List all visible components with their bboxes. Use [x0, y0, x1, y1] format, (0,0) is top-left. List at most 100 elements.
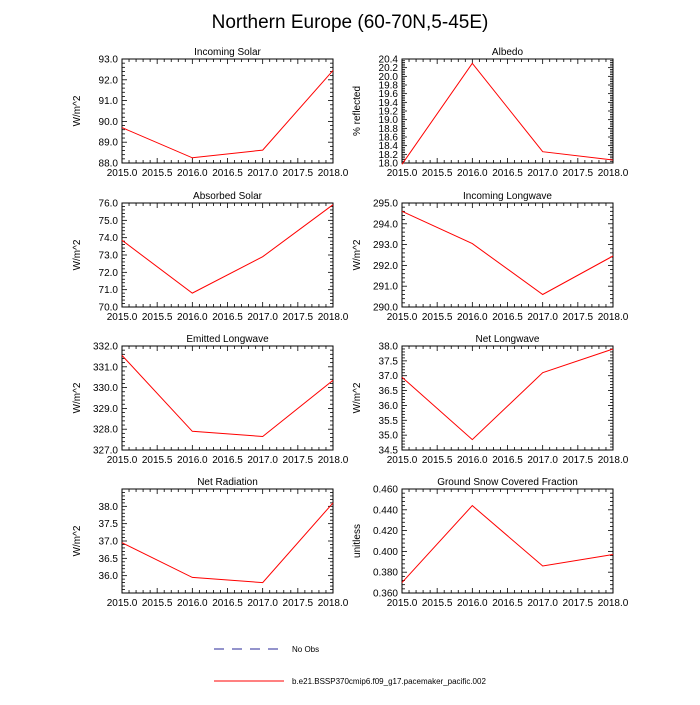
ytick-label-net-radiation: 37.0 [99, 537, 119, 548]
legend-obs-label: No Obs [292, 645, 319, 654]
xtick-label-ground-snow-covered-fraction: 2015.5 [422, 598, 453, 609]
xtick-label-net-longwave: 2017.5 [563, 455, 594, 466]
ytick-label-incoming-longwave: 295.0 [373, 199, 398, 210]
ylabel-ground-snow-covered-fraction: unitless [352, 524, 363, 558]
xtick-label-net-radiation: 2015.5 [142, 598, 173, 609]
panel-title-net-radiation: Net Radiation [197, 477, 258, 488]
xtick-label-net-longwave: 2017.0 [527, 455, 558, 466]
xtick-label-incoming-solar: 2016.0 [177, 168, 208, 179]
ytick-label-emitted-longwave: 328.0 [93, 425, 118, 436]
ytick-label-albedo: 18.8 [379, 124, 399, 135]
xtick-label-net-longwave: 2016.0 [457, 455, 488, 466]
xtick-label-incoming-solar: 2018.0 [318, 168, 349, 179]
ytick-label-emitted-longwave: 329.0 [93, 404, 118, 415]
ytick-label-incoming-solar: 90.0 [99, 117, 119, 128]
xtick-label-emitted-longwave: 2016.0 [177, 455, 208, 466]
ytick-label-absorbed-solar: 76.0 [99, 199, 119, 210]
xtick-label-emitted-longwave: 2015.5 [142, 455, 173, 466]
ytick-label-absorbed-solar: 74.0 [99, 233, 119, 244]
panel-title-net-longwave: Net Longwave [476, 334, 540, 345]
ytick-label-absorbed-solar: 71.0 [99, 285, 119, 296]
series-line-incoming-longwave [401, 210, 614, 296]
ytick-label-albedo: 18.6 [379, 133, 399, 144]
panel-incoming-longwave: Incoming Longwave W/m^2 2015.0 2015.5 2016.0… [352, 191, 629, 323]
panel-emitted-longwave: Emitted Longwave W/m^2 2015.0 2015.5 2016.0 2… [72, 334, 349, 466]
ytick-label-albedo: 19.0 [379, 115, 399, 126]
xtick-label-albedo: 2016.0 [457, 168, 488, 179]
xtick-label-incoming-longwave: 2016.5 [492, 312, 523, 323]
ytick-label-ground-snow-covered-fraction: 0.400 [373, 547, 398, 558]
series-line-emitted-longwave [121, 355, 334, 438]
ytick-label-net-radiation: 36.0 [99, 571, 119, 582]
xtick-label-ground-snow-covered-fraction: 2018.0 [598, 598, 629, 609]
ytick-label-incoming-longwave: 292.0 [373, 261, 398, 272]
xtick-label-net-longwave: 2015.5 [422, 455, 453, 466]
series-line-net-radiation [121, 502, 334, 584]
ytick-label-net-longwave: 36.0 [379, 401, 399, 412]
ytick-label-emitted-longwave: 327.0 [93, 446, 118, 457]
xtick-label-net-radiation: 2016.0 [177, 598, 208, 609]
xtick-label-incoming-longwave: 2015.5 [422, 312, 453, 323]
ytick-label-albedo: 18.2 [379, 150, 399, 161]
plot-frame-absorbed-solar [121, 202, 334, 308]
ytick-label-incoming-longwave: 294.0 [373, 219, 398, 230]
ytick-label-albedo: 18.4 [379, 141, 399, 152]
ytick-label-albedo: 19.2 [379, 107, 399, 118]
panel-absorbed-solar: Absorbed Solar W/m^2 2015.0 2015.5 2016.0 201… [72, 191, 349, 323]
xtick-label-absorbed-solar: 2015.5 [142, 312, 173, 323]
ytick-label-ground-snow-covered-fraction: 0.360 [373, 589, 398, 600]
ylabel-net-longwave: W/m^2 [352, 382, 363, 413]
ytick-label-emitted-longwave: 332.0 [93, 342, 118, 353]
xtick-label-ground-snow-covered-fraction: 2015.0 [387, 598, 418, 609]
plot-frame-incoming-solar [121, 58, 334, 164]
ytick-label-net-radiation: 38.0 [99, 502, 119, 513]
ytick-label-incoming-longwave: 293.0 [373, 240, 398, 251]
ytick-label-net-radiation: 37.5 [99, 519, 119, 530]
xtick-label-net-longwave: 2018.0 [598, 455, 629, 466]
xtick-label-albedo: 2017.0 [527, 168, 558, 179]
series-line-incoming-solar [121, 70, 334, 159]
ytick-label-albedo: 20.0 [379, 72, 399, 83]
xtick-label-net-radiation: 2017.5 [283, 598, 314, 609]
xtick-label-net-radiation: 2017.0 [247, 598, 278, 609]
xtick-label-emitted-longwave: 2018.0 [318, 455, 349, 466]
series-line-albedo [401, 62, 614, 165]
xtick-label-emitted-longwave: 2016.5 [212, 455, 243, 466]
xtick-label-absorbed-solar: 2018.0 [318, 312, 349, 323]
xtick-label-incoming-longwave: 2016.0 [457, 312, 488, 323]
series-line-ground-snow-covered-fraction [401, 504, 614, 583]
ytick-label-absorbed-solar: 75.0 [99, 216, 119, 227]
ylabel-albedo: % reflected [352, 86, 363, 136]
series-line-net-longwave [401, 348, 614, 441]
ytick-label-ground-snow-covered-fraction: 0.460 [373, 485, 398, 496]
xtick-label-albedo: 2015.5 [422, 168, 453, 179]
ytick-label-albedo: 19.8 [379, 81, 399, 92]
ytick-label-albedo: 18.0 [379, 159, 399, 170]
series-line-absorbed-solar [121, 204, 334, 294]
ytick-label-albedo: 20.4 [379, 55, 399, 66]
panel-net-longwave: Net Longwave W/m^2 2015.0 2015.5 2016.0 2016.… [352, 334, 629, 466]
xtick-label-incoming-longwave: 2015.0 [387, 312, 418, 323]
xtick-label-incoming-solar: 2017.0 [247, 168, 278, 179]
xtick-label-ground-snow-covered-fraction: 2016.0 [457, 598, 488, 609]
xtick-label-net-radiation: 2018.0 [318, 598, 349, 609]
xtick-label-absorbed-solar: 2017.5 [283, 312, 314, 323]
ytick-label-albedo: 20.2 [379, 63, 399, 74]
ylabel-incoming-longwave: W/m^2 [352, 239, 363, 270]
ytick-label-ground-snow-covered-fraction: 0.380 [373, 568, 398, 579]
legend: No Obs b.e21.BSSP370cmip6.f09_g17.pacema… [214, 645, 486, 686]
plot-frame-net-radiation [121, 488, 334, 594]
xtick-label-incoming-longwave: 2017.5 [563, 312, 594, 323]
ytick-label-ground-snow-covered-fraction: 0.440 [373, 505, 398, 516]
xtick-label-incoming-solar: 2015.0 [107, 168, 138, 179]
panel-title-ground-snow-covered-fraction: Ground Snow Covered Fraction [437, 477, 578, 488]
ytick-label-incoming-solar: 91.0 [99, 96, 119, 107]
ytick-label-incoming-longwave: 290.0 [373, 303, 398, 314]
ytick-label-incoming-solar: 93.0 [99, 55, 119, 66]
ytick-label-net-longwave: 35.5 [379, 416, 399, 427]
ytick-label-net-longwave: 38.0 [379, 342, 399, 353]
xtick-label-ground-snow-covered-fraction: 2016.5 [492, 598, 523, 609]
xtick-label-incoming-solar: 2015.5 [142, 168, 173, 179]
ytick-label-net-longwave: 37.0 [379, 371, 399, 382]
xtick-label-absorbed-solar: 2017.0 [247, 312, 278, 323]
